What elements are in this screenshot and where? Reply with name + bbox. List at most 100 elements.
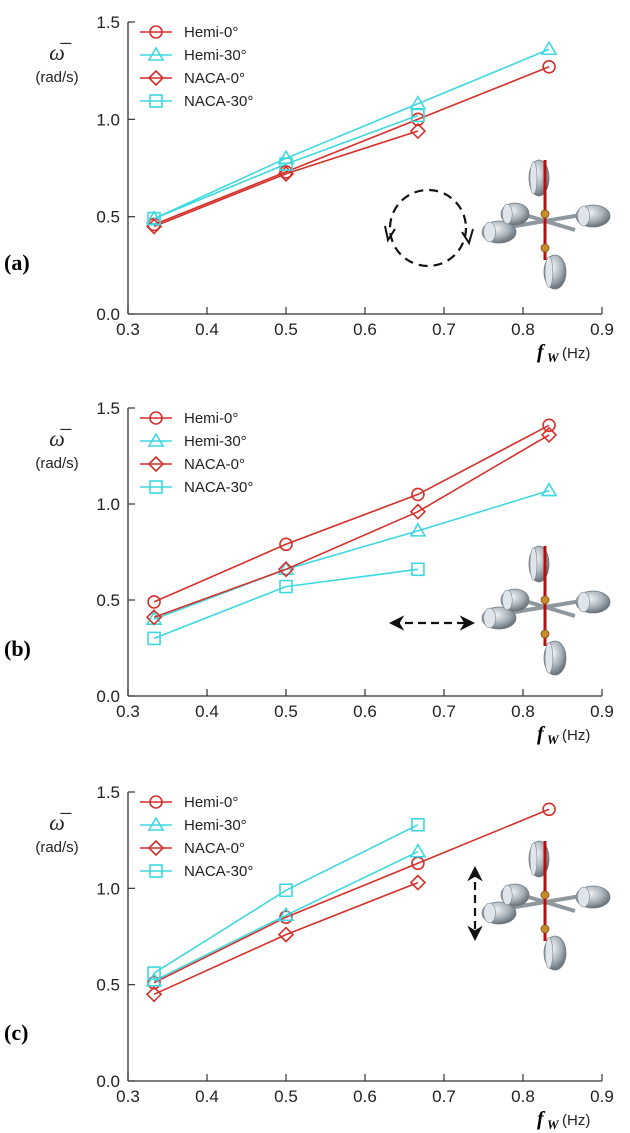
legend-label: NACA-0° xyxy=(184,840,245,857)
series-line xyxy=(153,130,419,228)
data-point xyxy=(145,986,163,1003)
data-point xyxy=(411,487,425,502)
y-tick-label: 1.0 xyxy=(96,495,120,514)
y-axis-unit: (rad/s) xyxy=(35,69,78,86)
legend-label: NACA-0° xyxy=(184,70,245,87)
data-point xyxy=(411,817,425,832)
legend-marker xyxy=(147,839,165,857)
series-line xyxy=(153,824,419,974)
legend-marker xyxy=(147,816,165,831)
data-point xyxy=(409,122,427,140)
anemometer-model xyxy=(481,159,611,290)
legend: Hemi-0° Hemi-30° NACA-0° NACA-30° xyxy=(140,794,253,880)
panel-label: (c) xyxy=(4,1020,28,1045)
series-line xyxy=(153,568,419,640)
chart-panel-2: 0.0 0.5 1.0 1.5 0.3 0.4 0.5 0.6 0.7 0.8 0.9 ω̅ (rad/… xyxy=(4,399,614,747)
x-axis-subscript: W xyxy=(547,350,560,365)
series-hemi-0 xyxy=(147,418,556,609)
legend-marker xyxy=(147,455,165,473)
data-point xyxy=(277,165,295,182)
y-axis-symbol: ω̅ xyxy=(49,40,72,65)
panel-label: (a) xyxy=(4,250,30,275)
anemometer-cup xyxy=(543,935,567,971)
legend-label: Hemi-30° xyxy=(184,47,247,64)
cup-rim xyxy=(577,205,590,227)
anemometer-cup xyxy=(500,588,530,612)
x-tick-label: 0.7 xyxy=(432,1087,456,1106)
x-axis-symbol: f xyxy=(537,1108,546,1130)
legend-label: Hemi-0° xyxy=(184,24,238,41)
anemometer-hub xyxy=(540,209,550,219)
series-line xyxy=(153,66,550,226)
anemometer-cup xyxy=(575,204,611,228)
x-axis-symbol: f xyxy=(537,341,546,363)
cup-rim xyxy=(483,902,496,924)
data-point xyxy=(279,883,293,898)
legend-marker xyxy=(147,432,165,447)
legend-label: Hemi-0° xyxy=(184,794,238,811)
anemometer-cup xyxy=(500,883,530,907)
x-tick-label: 0.8 xyxy=(511,702,535,721)
data-point xyxy=(147,595,161,609)
anemometer-hub xyxy=(540,924,550,934)
legend-label: NACA-30° xyxy=(184,479,253,496)
x-axis-unit: (Hz) xyxy=(562,727,590,744)
data-point xyxy=(409,522,427,537)
x-axis-symbol: f xyxy=(537,723,546,745)
y-axis-unit: (rad/s) xyxy=(35,839,78,856)
legend-label: NACA-30° xyxy=(184,93,253,110)
cup-rim xyxy=(544,256,554,288)
legend-marker xyxy=(149,864,163,878)
series-naca-30 xyxy=(147,108,425,226)
legend-marker xyxy=(149,94,163,108)
series-line xyxy=(153,424,550,603)
x-tick-label: 0.6 xyxy=(353,1087,377,1106)
x-tick-label: 0.6 xyxy=(353,702,377,721)
cup-rim xyxy=(529,547,538,581)
legend-label: Hemi-30° xyxy=(184,433,247,450)
x-tick-label: 0.3 xyxy=(116,1087,140,1106)
y-tick-label: 1.5 xyxy=(96,399,120,418)
chart-panel-1: 0.0 0.5 1.0 1.5 0.3 0.4 0.5 0.6 0.7 0.8 0.9 ω̅ (rad/… xyxy=(4,13,614,365)
y-tick-label: 1.0 xyxy=(96,110,120,129)
cup-rim xyxy=(502,589,513,611)
anemometer-cup xyxy=(481,220,517,244)
y-tick-label: 0.0 xyxy=(96,305,120,324)
data-point xyxy=(279,537,293,552)
legend-label: Hemi-0° xyxy=(184,410,238,427)
series-naca-0 xyxy=(145,122,427,235)
data-point xyxy=(279,157,293,171)
data-point xyxy=(277,926,295,943)
legend-marker xyxy=(147,46,165,61)
data-point xyxy=(540,426,558,444)
legend-label: Hemi-30° xyxy=(184,817,247,834)
series-naca-30 xyxy=(147,817,425,980)
x-tick-label: 0.4 xyxy=(195,1087,219,1106)
cup-rim xyxy=(529,842,538,876)
anemometer-cup xyxy=(543,254,567,290)
anemometer-cup xyxy=(481,606,517,630)
legend: Hemi-0° Hemi-30° NACA-0° NACA-30° xyxy=(140,24,253,110)
y-axis-symbol: ω̅ xyxy=(49,810,72,835)
x-tick-label: 0.9 xyxy=(590,702,614,721)
y-tick-label: 0.5 xyxy=(96,208,120,227)
x-tick-label: 0.4 xyxy=(195,320,219,339)
data-point xyxy=(540,481,558,497)
series-line xyxy=(153,48,550,220)
cup-rim xyxy=(502,884,513,906)
x-tick-label: 0.9 xyxy=(590,320,614,339)
data-point xyxy=(277,906,295,922)
series-line xyxy=(153,114,419,220)
anemometer-hub xyxy=(540,243,550,253)
motion-inset xyxy=(384,159,611,290)
y-tick-label: 1.0 xyxy=(96,879,120,898)
series-line xyxy=(153,808,550,984)
x-tick-label: 0.8 xyxy=(511,1087,535,1106)
data-point xyxy=(277,561,295,578)
legend-marker xyxy=(149,795,163,809)
anemometer-hub xyxy=(540,629,550,639)
arrow-head xyxy=(384,225,396,243)
y-tick-label: 1.5 xyxy=(96,783,120,802)
x-tick-label: 0.8 xyxy=(511,320,535,339)
